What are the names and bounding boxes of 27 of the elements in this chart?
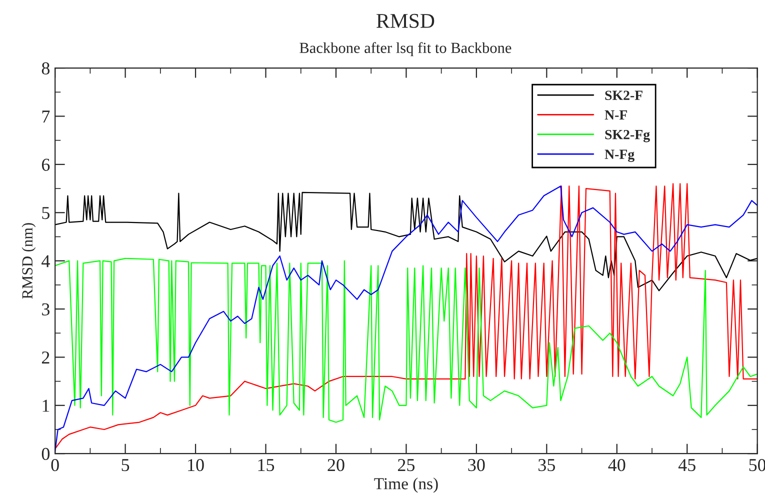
x-tick-label: 20 (328, 458, 344, 472)
x-axis-title: Time (ns) (374, 478, 438, 493)
y-tick-label: 7 (42, 110, 50, 122)
x-tick-label: 10 (188, 458, 204, 472)
legend-label: SK2-Fg (605, 130, 650, 142)
legend-label: SK2-F (605, 90, 642, 100)
y-tick-label: 3 (42, 303, 50, 316)
x-tick-label: 45 (678, 459, 696, 472)
x-tick-label: 30 (468, 458, 485, 472)
legend-label: N-F (604, 110, 627, 120)
legend-label: N-Fg (604, 150, 634, 162)
y-tick-label: 0 (42, 448, 50, 460)
chart-subtitle: Backbone after lsq fit to Backbone (300, 42, 512, 56)
y-tick-label: 1 (42, 400, 50, 412)
y-tick-label: 6 (42, 158, 50, 171)
chart-title: RMSD (376, 14, 434, 28)
y-axis-title: RMSD (nm) (22, 223, 36, 299)
y-tick-label: 5 (42, 207, 50, 220)
x-tick-label: 25 (398, 459, 415, 472)
y-tick-label: 2 (42, 352, 50, 364)
x-tick-label: 35 (538, 459, 555, 472)
x-tick-label: 40 (608, 458, 626, 472)
y-tick-label: 4 (42, 255, 50, 268)
x-tick-label: 5 (122, 459, 130, 472)
x-tick-label: 0 (51, 458, 59, 472)
x-tick-label: 15 (258, 459, 274, 472)
y-tick-label: 8 (42, 62, 50, 74)
